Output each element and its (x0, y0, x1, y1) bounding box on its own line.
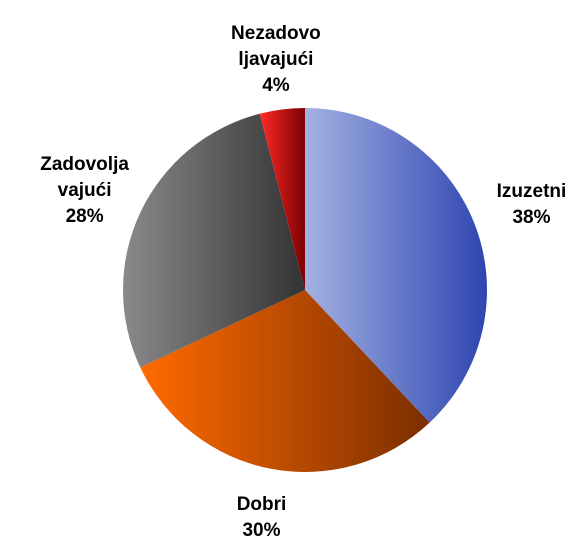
category-label: Nezadovo ljavajući (231, 22, 321, 70)
category-label: Dobri (236, 493, 287, 515)
pie-slice (259, 108, 305, 290)
pie-slice (140, 290, 430, 473)
category-label: Izuzetni (496, 180, 565, 202)
slice-label: Zadovolja vajući 28% (40, 152, 129, 230)
slice-label: Izuzetni 38% (497, 179, 565, 231)
slice-label: Dobri 30% (237, 492, 287, 544)
value-label: 28% (65, 206, 104, 228)
value-label: 30% (242, 519, 281, 541)
value-label: 4% (262, 74, 290, 96)
category-label: Zadovolja vajući (40, 154, 129, 202)
pie-slice (122, 113, 305, 368)
value-label: 38% (512, 206, 551, 228)
pie-slice (305, 108, 488, 423)
slice-label: Nezadovo ljavajući 4% (231, 21, 321, 99)
